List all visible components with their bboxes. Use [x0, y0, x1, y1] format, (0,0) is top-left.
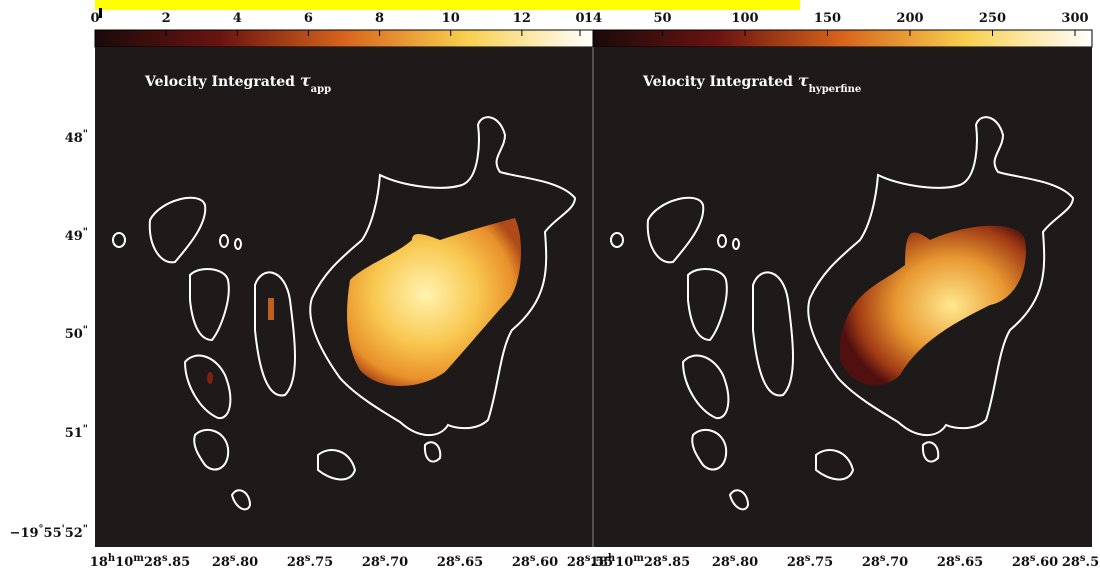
image-panel	[95, 47, 593, 547]
label-part: 28	[787, 555, 805, 570]
y-tick-label: 51"	[65, 424, 88, 442]
superscript: "	[83, 524, 88, 535]
label-part: .75	[311, 555, 334, 570]
colorbar-tick-label: 2	[162, 11, 171, 26]
label-part: 48	[65, 131, 83, 146]
label-part: .80	[236, 555, 259, 570]
label-part: .65	[461, 555, 484, 570]
title-subscript: hyperfine	[809, 84, 862, 95]
label-part: 28	[212, 555, 230, 570]
label-part: 51	[65, 426, 83, 441]
x-tick-label: 18h10m28s.85	[90, 553, 190, 571]
x-tick-label: 28s.80	[712, 553, 758, 571]
label-part: .85	[168, 555, 191, 570]
colorbar-tick-label: 4	[233, 11, 242, 26]
label-part: .75	[811, 555, 834, 570]
y-tick-label: 49"	[65, 227, 88, 245]
label-part: 28	[937, 555, 955, 570]
label-part: .85	[668, 555, 691, 570]
label-part: 28	[1012, 555, 1030, 570]
colorbar-tick-label: 12	[513, 11, 531, 26]
emission-map	[207, 372, 213, 384]
label-part: .60	[1036, 555, 1059, 570]
label-part: 28	[512, 555, 530, 570]
label-part: 10	[615, 555, 633, 570]
label-part: 28	[644, 555, 662, 570]
label-part: .65	[961, 555, 984, 570]
label-part: 28	[862, 555, 880, 570]
label-part: 28	[1062, 555, 1080, 570]
x-tick-label: 28s.65	[937, 553, 983, 571]
colorbar-tick-label: 300	[1061, 11, 1088, 26]
label-part: .70	[386, 555, 409, 570]
title-symbol: τ	[300, 71, 311, 90]
colorbar-tick-label: 8	[375, 11, 384, 26]
label-part: .70	[886, 555, 909, 570]
colorbar-tick-label: 50	[653, 11, 671, 26]
x-tick-label: 28s.80	[212, 553, 258, 571]
x-tick-label: 28s.70	[862, 553, 908, 571]
label-part: 55	[44, 526, 62, 541]
colorbar-tick-label: 10	[442, 11, 460, 26]
colorbar	[593, 30, 1092, 47]
colorbar-tick-label: 250	[979, 11, 1006, 26]
label-part: 18	[590, 555, 608, 570]
superscript: "	[83, 227, 88, 238]
label-part: 28	[362, 555, 380, 570]
label-part: 28	[287, 555, 305, 570]
emission-map	[268, 298, 274, 320]
superscript: "	[83, 424, 88, 435]
label-part: 10	[115, 555, 133, 570]
colorbar-tick-label: 6	[304, 11, 313, 26]
title-symbol: τ	[798, 71, 809, 90]
colorbar-tick-label: 14	[584, 11, 602, 26]
label-part: 52	[65, 526, 83, 541]
label-part: .80	[736, 555, 759, 570]
colorbar-tick-label: 0	[90, 11, 99, 26]
colorbar-tick-label: 150	[814, 11, 841, 26]
y-tick-label: −19°55'52"	[10, 524, 88, 542]
label-part: 28	[567, 555, 585, 570]
x-tick-label: 28s.70	[362, 553, 408, 571]
x-tick-label: 28s.75	[787, 553, 833, 571]
page: {"panels": [ {"title": {"text": "Velocit…	[0, 0, 1100, 573]
y-tick-label: 50"	[65, 325, 88, 343]
label-part: −19	[10, 526, 39, 541]
superscript: m	[633, 553, 644, 564]
colorbar	[95, 30, 593, 47]
x-tick-label: 28s.60	[1012, 553, 1058, 571]
title-subscript: app	[311, 84, 331, 95]
colorbar-tick-label: 100	[731, 11, 758, 26]
superscript: m	[133, 553, 144, 564]
label-part: .55	[1086, 555, 1100, 570]
label-part: 28	[144, 555, 162, 570]
x-tick-label: 18h10m28s.85	[590, 553, 690, 571]
x-tick-label: 28s.55	[1062, 553, 1100, 571]
superscript: "	[83, 325, 88, 336]
label-part: .60	[536, 555, 559, 570]
x-tick-label: 28s.75	[287, 553, 333, 571]
label-part: 18	[90, 555, 108, 570]
label-part: 28	[712, 555, 730, 570]
label-part: 50	[65, 327, 83, 342]
image-panel	[593, 47, 1092, 547]
highlight-bar	[95, 0, 800, 10]
colorbar-tick-label: 200	[896, 11, 923, 26]
figure: 02468101214Velocity Integrated τapp18h10…	[0, 0, 1100, 573]
title-text: Velocity Integrated	[642, 74, 798, 90]
y-tick-label: 48"	[65, 129, 88, 147]
colorbar-tick-label: 0	[575, 11, 584, 26]
superscript: "	[83, 129, 88, 140]
title-text: Velocity Integrated	[144, 74, 300, 90]
label-part: 49	[65, 229, 83, 244]
label-part: 28	[437, 555, 455, 570]
x-tick-label: 28s.60	[512, 553, 558, 571]
x-tick-label: 28s.65	[437, 553, 483, 571]
